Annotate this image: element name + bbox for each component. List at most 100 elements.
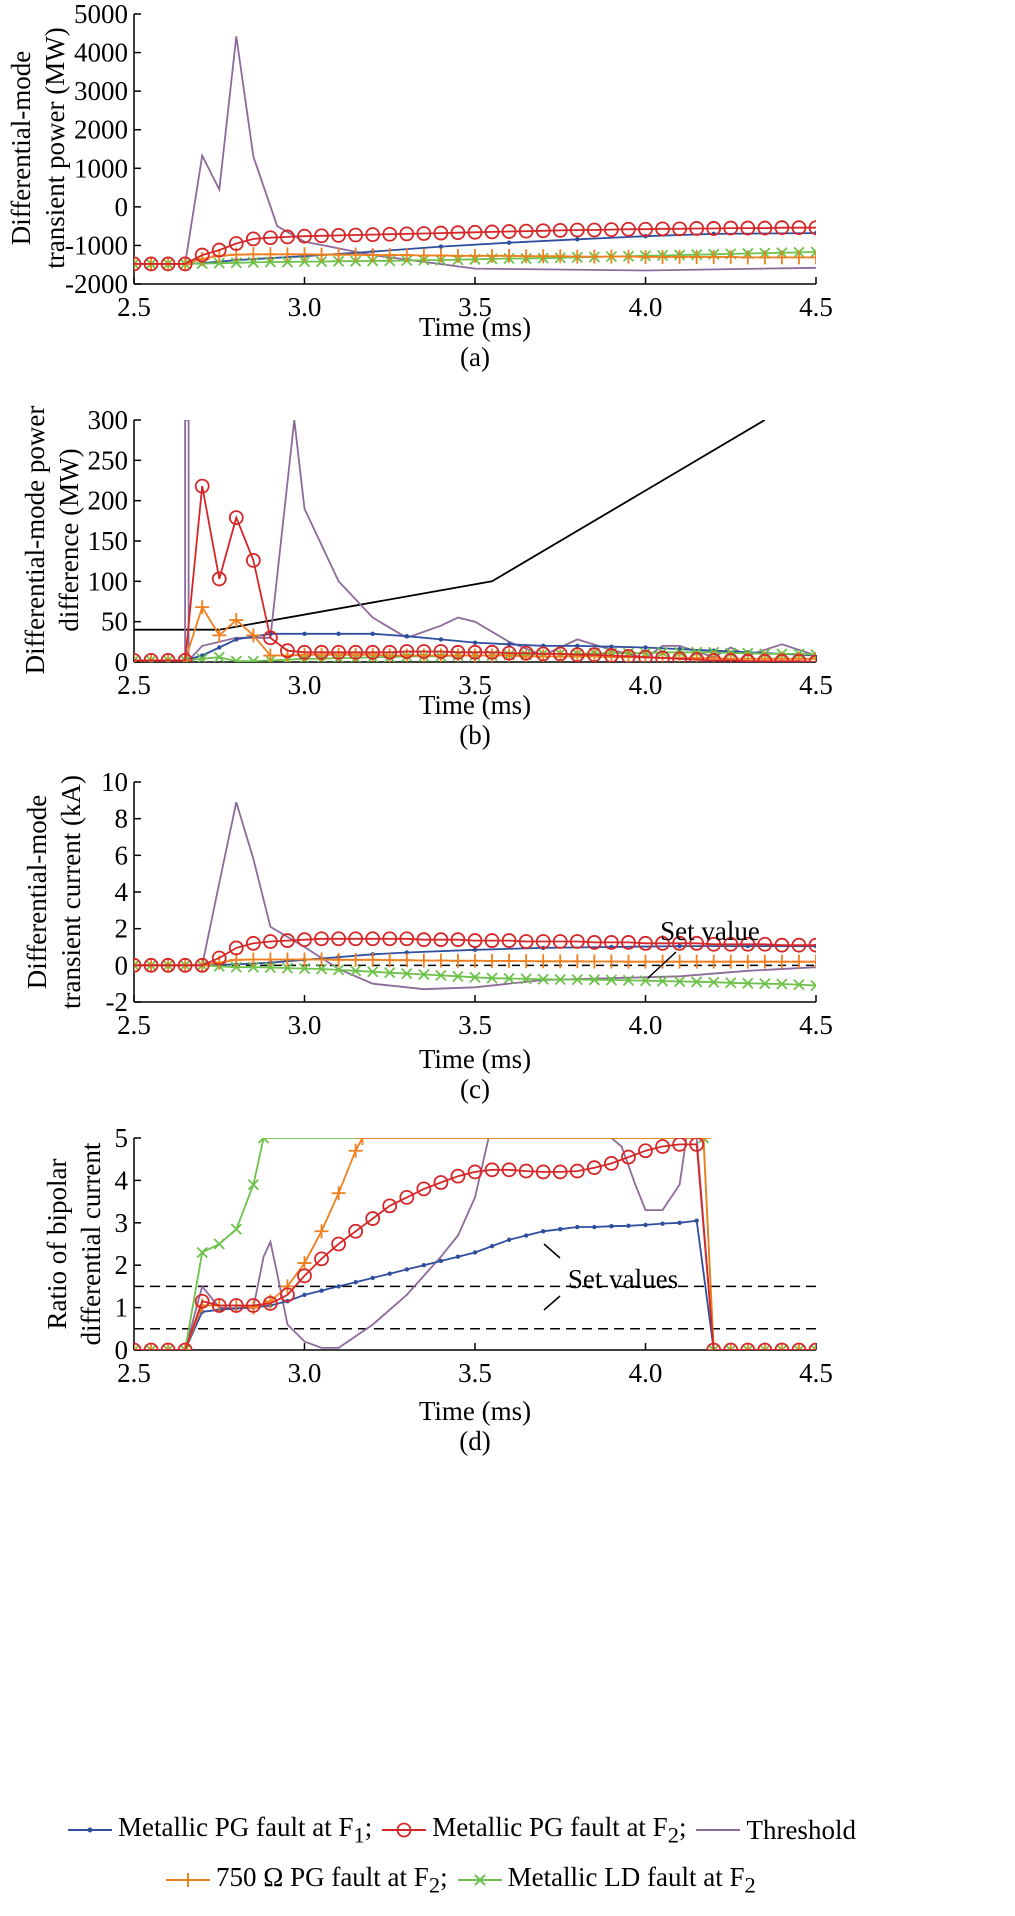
data-point-f2	[706, 1342, 722, 1350]
data-point-ld	[281, 962, 294, 974]
data-point-f2	[689, 221, 705, 236]
data-point-ld	[230, 961, 242, 973]
data-point-f2	[501, 224, 517, 239]
data-point-f2	[416, 932, 432, 948]
data-point-f2	[569, 222, 585, 238]
data-point-ld	[298, 962, 311, 975]
y-tick-label: 5000	[74, 0, 128, 29]
data-point-f2	[604, 935, 619, 950]
y-axis-label: transient current (kA)	[56, 775, 86, 1009]
plot-area	[134, 801, 816, 992]
data-point-r750	[212, 628, 227, 643]
data-point-r750	[757, 1343, 772, 1350]
data-point-r750	[399, 248, 414, 263]
data-point-f2	[245, 935, 261, 951]
data-point-f2	[757, 1342, 773, 1350]
x-tick-label: 4.0	[629, 1010, 663, 1040]
data-point-f2	[757, 653, 773, 662]
data-point-r750	[774, 250, 789, 265]
data-point-f1	[404, 1267, 409, 1272]
data-point-r750	[382, 953, 397, 968]
data-point-f2	[535, 646, 551, 662]
data-point-ld	[315, 963, 328, 975]
data-point-f2	[535, 223, 551, 239]
data-point-f1	[370, 1275, 375, 1281]
series-line-setline	[134, 420, 766, 631]
panel-caption: (c)	[460, 1074, 490, 1104]
data-point-r750	[655, 954, 670, 969]
data-point-f1	[643, 645, 648, 650]
data-point-ld	[196, 653, 208, 662]
data-point-f1	[472, 1250, 478, 1255]
data-point-f2	[757, 936, 773, 952]
data-point-f2	[280, 933, 295, 948]
legend-swatch-threshold	[696, 1829, 741, 1832]
data-point-f2	[638, 935, 653, 951]
y-tick-label: 3	[115, 1208, 129, 1238]
y-tick-label: 0	[115, 192, 129, 222]
x-tick-label: 3.0	[288, 1010, 322, 1040]
data-point-f2	[160, 1342, 176, 1350]
data-point-f2	[399, 226, 415, 242]
x-tick-label: 3.5	[458, 1010, 492, 1040]
data-point-r750	[791, 250, 806, 265]
data-point-f2	[672, 935, 687, 951]
data-point-f1	[472, 947, 478, 952]
data-point-f1	[541, 1229, 546, 1234]
data-point-ld	[810, 246, 816, 258]
data-point-f2	[467, 1164, 483, 1180]
x-tick-label: 3.0	[288, 670, 322, 700]
data-point-r750	[604, 954, 619, 969]
legend-item-f1: Metallic PG fault at F1;	[68, 1812, 372, 1848]
data-point-ld	[145, 1344, 157, 1350]
data-point-f2	[314, 1251, 329, 1267]
data-point-f2	[314, 644, 329, 660]
panel-caption: (b)	[459, 720, 490, 750]
data-point-ld	[213, 257, 225, 269]
data-point-r750	[740, 1343, 755, 1350]
data-point-f2	[774, 653, 790, 662]
data-point-r750	[348, 952, 363, 967]
data-point-f1	[677, 943, 682, 949]
data-point-ld	[742, 977, 754, 989]
data-point-f2	[433, 1175, 449, 1190]
data-point-ld	[332, 964, 345, 976]
y-tick-label: 1000	[74, 153, 128, 183]
data-point-ld	[162, 1344, 174, 1350]
data-point-f2	[552, 934, 568, 949]
data-point-f2	[638, 649, 653, 662]
data-point-ld	[486, 972, 498, 984]
data-point-ld	[742, 1344, 754, 1350]
y-axis-label: Differential-mode power	[20, 406, 50, 675]
data-point-r750	[723, 954, 738, 969]
data-point-ld	[230, 1223, 242, 1235]
data-point-f2	[160, 957, 176, 973]
data-point-r750	[280, 1279, 295, 1294]
data-point-f1	[404, 950, 409, 955]
data-point-f2	[689, 935, 705, 951]
data-point-ld	[230, 257, 242, 269]
x-tick-label: 4.5	[799, 670, 833, 700]
data-point-f2	[245, 552, 261, 568]
y-tick-label: -2000	[65, 269, 128, 299]
data-point-ld	[759, 978, 771, 990]
data-point-f1	[609, 1223, 614, 1229]
data-point-f1	[336, 631, 341, 636]
data-point-r750	[672, 954, 687, 969]
data-point-ld	[435, 969, 447, 982]
x-tick-label: 4.5	[799, 1010, 833, 1040]
data-point-f2	[194, 957, 210, 973]
data-point-f2	[740, 936, 756, 952]
y-axis-label: Differential-mode	[6, 51, 36, 245]
data-point-ld	[247, 1179, 259, 1191]
data-point-f1	[558, 1226, 563, 1232]
legend-item-ld: Metallic LD fault at F2	[457, 1862, 756, 1898]
data-point-r750	[604, 249, 619, 264]
data-point-f2	[518, 223, 534, 239]
data-point-f2	[433, 932, 449, 948]
data-point-f2	[740, 1342, 756, 1350]
legend-swatch-ld	[457, 1874, 502, 1886]
data-point-r750	[774, 1343, 789, 1350]
data-point-ld	[520, 973, 532, 985]
data-point-f1	[506, 240, 512, 245]
